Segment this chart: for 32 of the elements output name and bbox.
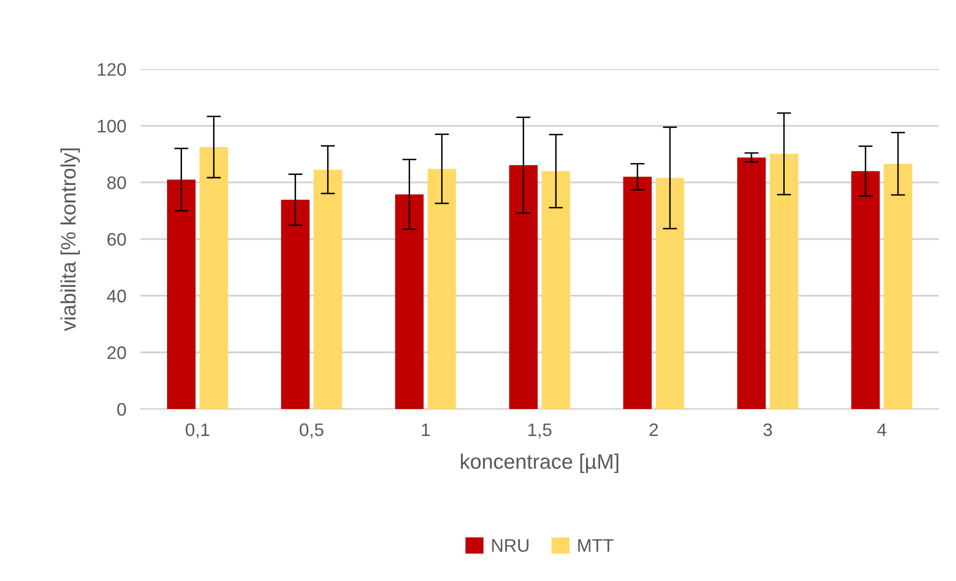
bar [851,171,880,410]
x-tick-label: 4 [877,424,886,436]
bar [737,158,766,410]
y-tick-label: 20 [107,346,126,360]
x-tick-label: 1 [422,424,430,436]
x-tick-label: 2 [650,423,658,436]
bar [623,176,652,410]
bar [314,170,342,410]
y-tick-label: 40 [106,290,126,302]
y-tick-label: 100 [98,120,126,133]
bar [200,147,228,410]
x-tick-label: 3 [763,423,772,436]
bar [542,171,570,410]
x-tick-label: 1,5 [528,424,552,438]
x-tick-label: 0,1 [186,423,210,438]
x-tick-label: 0,5 [300,423,324,438]
y-tick-label: 120 [98,63,126,76]
bar [884,164,912,410]
y-tick-label: 0 [117,402,126,416]
legend-label: NRU [492,539,528,552]
x-axis-title: koncentrace [µM] [460,454,618,474]
y-tick-label: 80 [107,176,126,190]
bar [509,165,538,410]
legend-label: MTT [578,539,614,552]
bar [428,168,456,410]
bar [395,194,424,410]
bar [656,178,684,410]
y-tick-label: 60 [107,233,126,246]
y-axis-title: viabilita [% kontroly] [60,148,80,332]
bar [167,180,196,410]
bar [770,154,798,410]
bar [281,200,310,410]
